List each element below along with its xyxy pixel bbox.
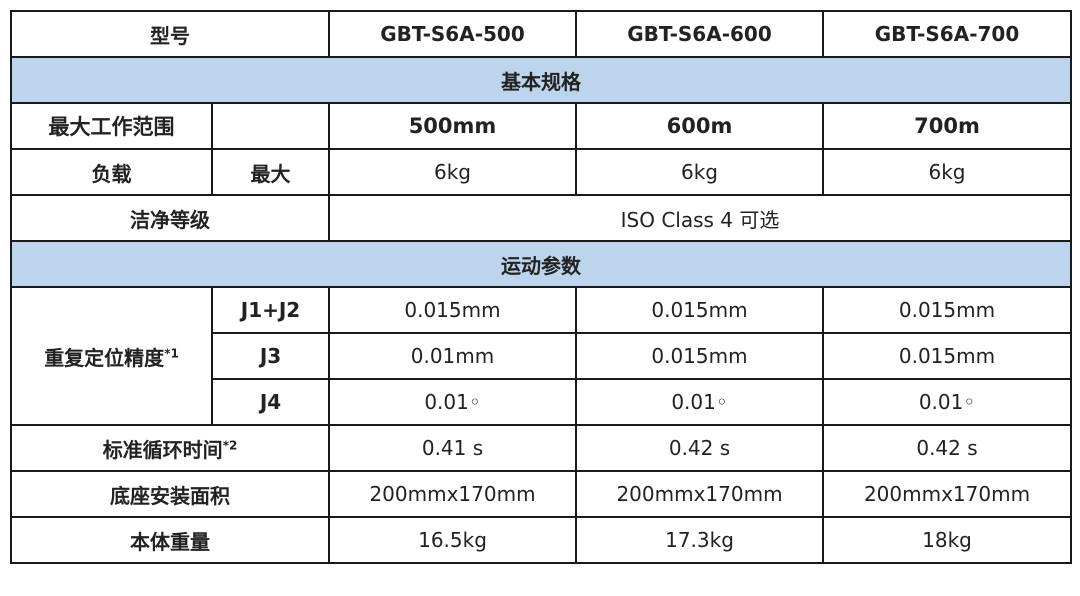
section-motion: 运动参数 bbox=[10, 240, 1072, 288]
table-row: 重复定位精度*1 J1+J2 0.015mm 0.015mm 0.015mm bbox=[10, 286, 1072, 426]
table-row: 洁净等级 ISO Class 4 可选 bbox=[10, 194, 1072, 242]
section-basic: 基本规格 bbox=[10, 56, 1072, 104]
cell: 200mmx170mm bbox=[328, 470, 577, 518]
cell: 0.01◦ bbox=[328, 378, 577, 426]
cell: 0.41 s bbox=[328, 424, 577, 472]
cell: 6kg bbox=[822, 148, 1072, 196]
model-name: GBT-S6A-600 bbox=[575, 10, 824, 58]
cell: 0.015mm bbox=[575, 332, 824, 380]
cell: 0.01mm bbox=[328, 332, 577, 380]
cell: 700m bbox=[822, 102, 1072, 150]
row-label: 底座安装面积 bbox=[10, 470, 330, 518]
model-name: GBT-S6A-700 bbox=[822, 10, 1072, 58]
row-label: 本体重量 bbox=[10, 516, 330, 564]
cell: 200mmx170mm bbox=[575, 470, 824, 518]
cell: 500mm bbox=[328, 102, 577, 150]
cell: 6kg bbox=[575, 148, 824, 196]
cell: 0.015mm bbox=[822, 286, 1072, 334]
cell: ISO Class 4 可选 bbox=[328, 194, 1072, 242]
cell: 0.01◦ bbox=[822, 378, 1072, 426]
model-name: GBT-S6A-500 bbox=[328, 10, 577, 58]
cell: 0.015mm bbox=[575, 286, 824, 334]
row-sublabel: J1+J2 bbox=[211, 286, 330, 334]
cell: 6kg bbox=[328, 148, 577, 196]
label-text: 重复定位精度 bbox=[44, 345, 165, 370]
row-label: 最大工作范围 bbox=[10, 102, 213, 150]
cell: 0.01◦ bbox=[575, 378, 824, 426]
header-row: 型号 GBT-S6A-500 GBT-S6A-600 GBT-S6A-700 bbox=[10, 10, 1072, 58]
row-label: 标准循环时间*2 bbox=[10, 424, 330, 472]
cell: 600m bbox=[575, 102, 824, 150]
label-text: 标准循环时间 bbox=[102, 437, 223, 462]
section-row: 运动参数 bbox=[10, 240, 1072, 288]
cell: 0.42 s bbox=[822, 424, 1072, 472]
cell: 17.3kg bbox=[575, 516, 824, 564]
footnote-mark: *2 bbox=[222, 437, 238, 452]
table-row: 最大工作范围 500mm 600m 700m bbox=[10, 102, 1072, 150]
cell: 0.015mm bbox=[822, 332, 1072, 380]
spec-table: 型号 GBT-S6A-500 GBT-S6A-600 GBT-S6A-700 基… bbox=[10, 10, 1072, 564]
footnote-mark: *1 bbox=[164, 345, 179, 360]
section-row: 基本规格 bbox=[10, 56, 1072, 104]
cell: 200mmx170mm bbox=[822, 470, 1072, 518]
cell: 0.42 s bbox=[575, 424, 824, 472]
empty-cell bbox=[211, 102, 330, 150]
row-label: 重复定位精度*1 bbox=[10, 286, 213, 426]
model-label: 型号 bbox=[10, 10, 330, 58]
cell: 0.015mm bbox=[328, 286, 577, 334]
table-row: J4 0.01◦ 0.01◦ 0.01◦ bbox=[11, 378, 1072, 426]
table-row: 本体重量 16.5kg 17.3kg 18kg bbox=[10, 516, 1072, 564]
table-row: 标准循环时间*2 0.41 s 0.42 s 0.42 s bbox=[10, 424, 1072, 472]
row-label: 负载 bbox=[10, 148, 213, 196]
cell: 16.5kg bbox=[328, 516, 577, 564]
row-sublabel: 最大 bbox=[211, 148, 330, 196]
table-row: 负载 最大 6kg 6kg 6kg bbox=[10, 148, 1072, 196]
row-sublabel: J4 bbox=[211, 378, 330, 426]
cell: 18kg bbox=[822, 516, 1072, 564]
table-row: J3 0.01mm 0.015mm 0.015mm bbox=[11, 332, 1072, 380]
row-sublabel: J3 bbox=[211, 332, 330, 380]
row-label: 洁净等级 bbox=[10, 194, 330, 242]
table-row: 底座安装面积 200mmx170mm 200mmx170mm 200mmx170… bbox=[10, 470, 1072, 518]
